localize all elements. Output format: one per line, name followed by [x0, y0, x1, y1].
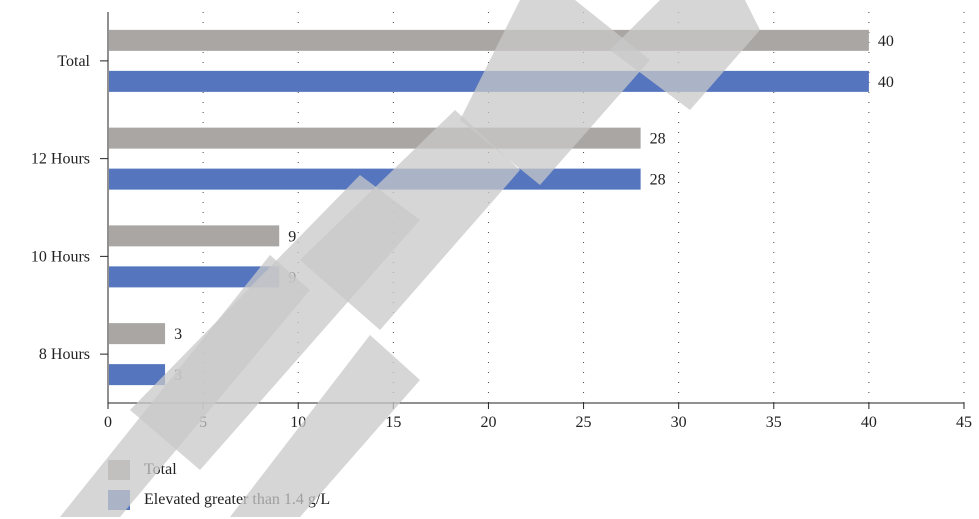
bars — [109, 29, 869, 386]
x-tick-label: 10 — [290, 414, 306, 431]
bar-total — [109, 323, 166, 345]
legend: Total Elevated greater than 1.4 g/L — [108, 459, 330, 519]
bar-elevated — [109, 70, 869, 92]
x-tick-label: 35 — [766, 414, 782, 431]
x-tick-label: 25 — [576, 414, 592, 431]
bar-elevated — [109, 168, 641, 190]
legend-label-total: Total — [144, 461, 177, 478]
data-label: 28 — [650, 131, 666, 148]
x-tick-label: 0 — [104, 414, 112, 431]
data-label: 3 — [174, 326, 182, 343]
bar-total — [109, 127, 641, 149]
bar-total — [109, 225, 280, 247]
category-label: 12 Hours — [31, 151, 90, 168]
data-label: 40 — [878, 74, 894, 91]
legend-item-elevated: Elevated greater than 1.4 g/L — [108, 489, 330, 511]
x-tick-label: 20 — [480, 414, 496, 431]
data-label: 9 — [288, 228, 296, 245]
grid-lines — [202, 12, 965, 403]
data-label: 3 — [174, 367, 182, 384]
data-label: 28 — [650, 172, 666, 189]
bar-elevated — [109, 364, 166, 386]
bar-total — [109, 29, 869, 51]
x-tick-label: 5 — [199, 414, 207, 431]
x-tick-label: 30 — [671, 414, 687, 431]
data-label: 40 — [878, 33, 894, 50]
category-label: 10 Hours — [31, 248, 90, 265]
data-label: 9 — [288, 269, 296, 286]
legend-item-total: Total — [108, 459, 330, 481]
x-tick-label: 45 — [956, 414, 972, 431]
bar-elevated — [109, 266, 280, 288]
category-label: Total — [57, 53, 90, 70]
x-tick-label: 15 — [385, 414, 401, 431]
legend-label-elevated: Elevated greater than 1.4 g/L — [144, 491, 331, 508]
legend-swatch-total — [108, 460, 130, 480]
category-label: 8 Hours — [39, 346, 90, 363]
x-tick-label: 40 — [861, 414, 877, 431]
legend-swatch-elevated — [108, 490, 130, 510]
